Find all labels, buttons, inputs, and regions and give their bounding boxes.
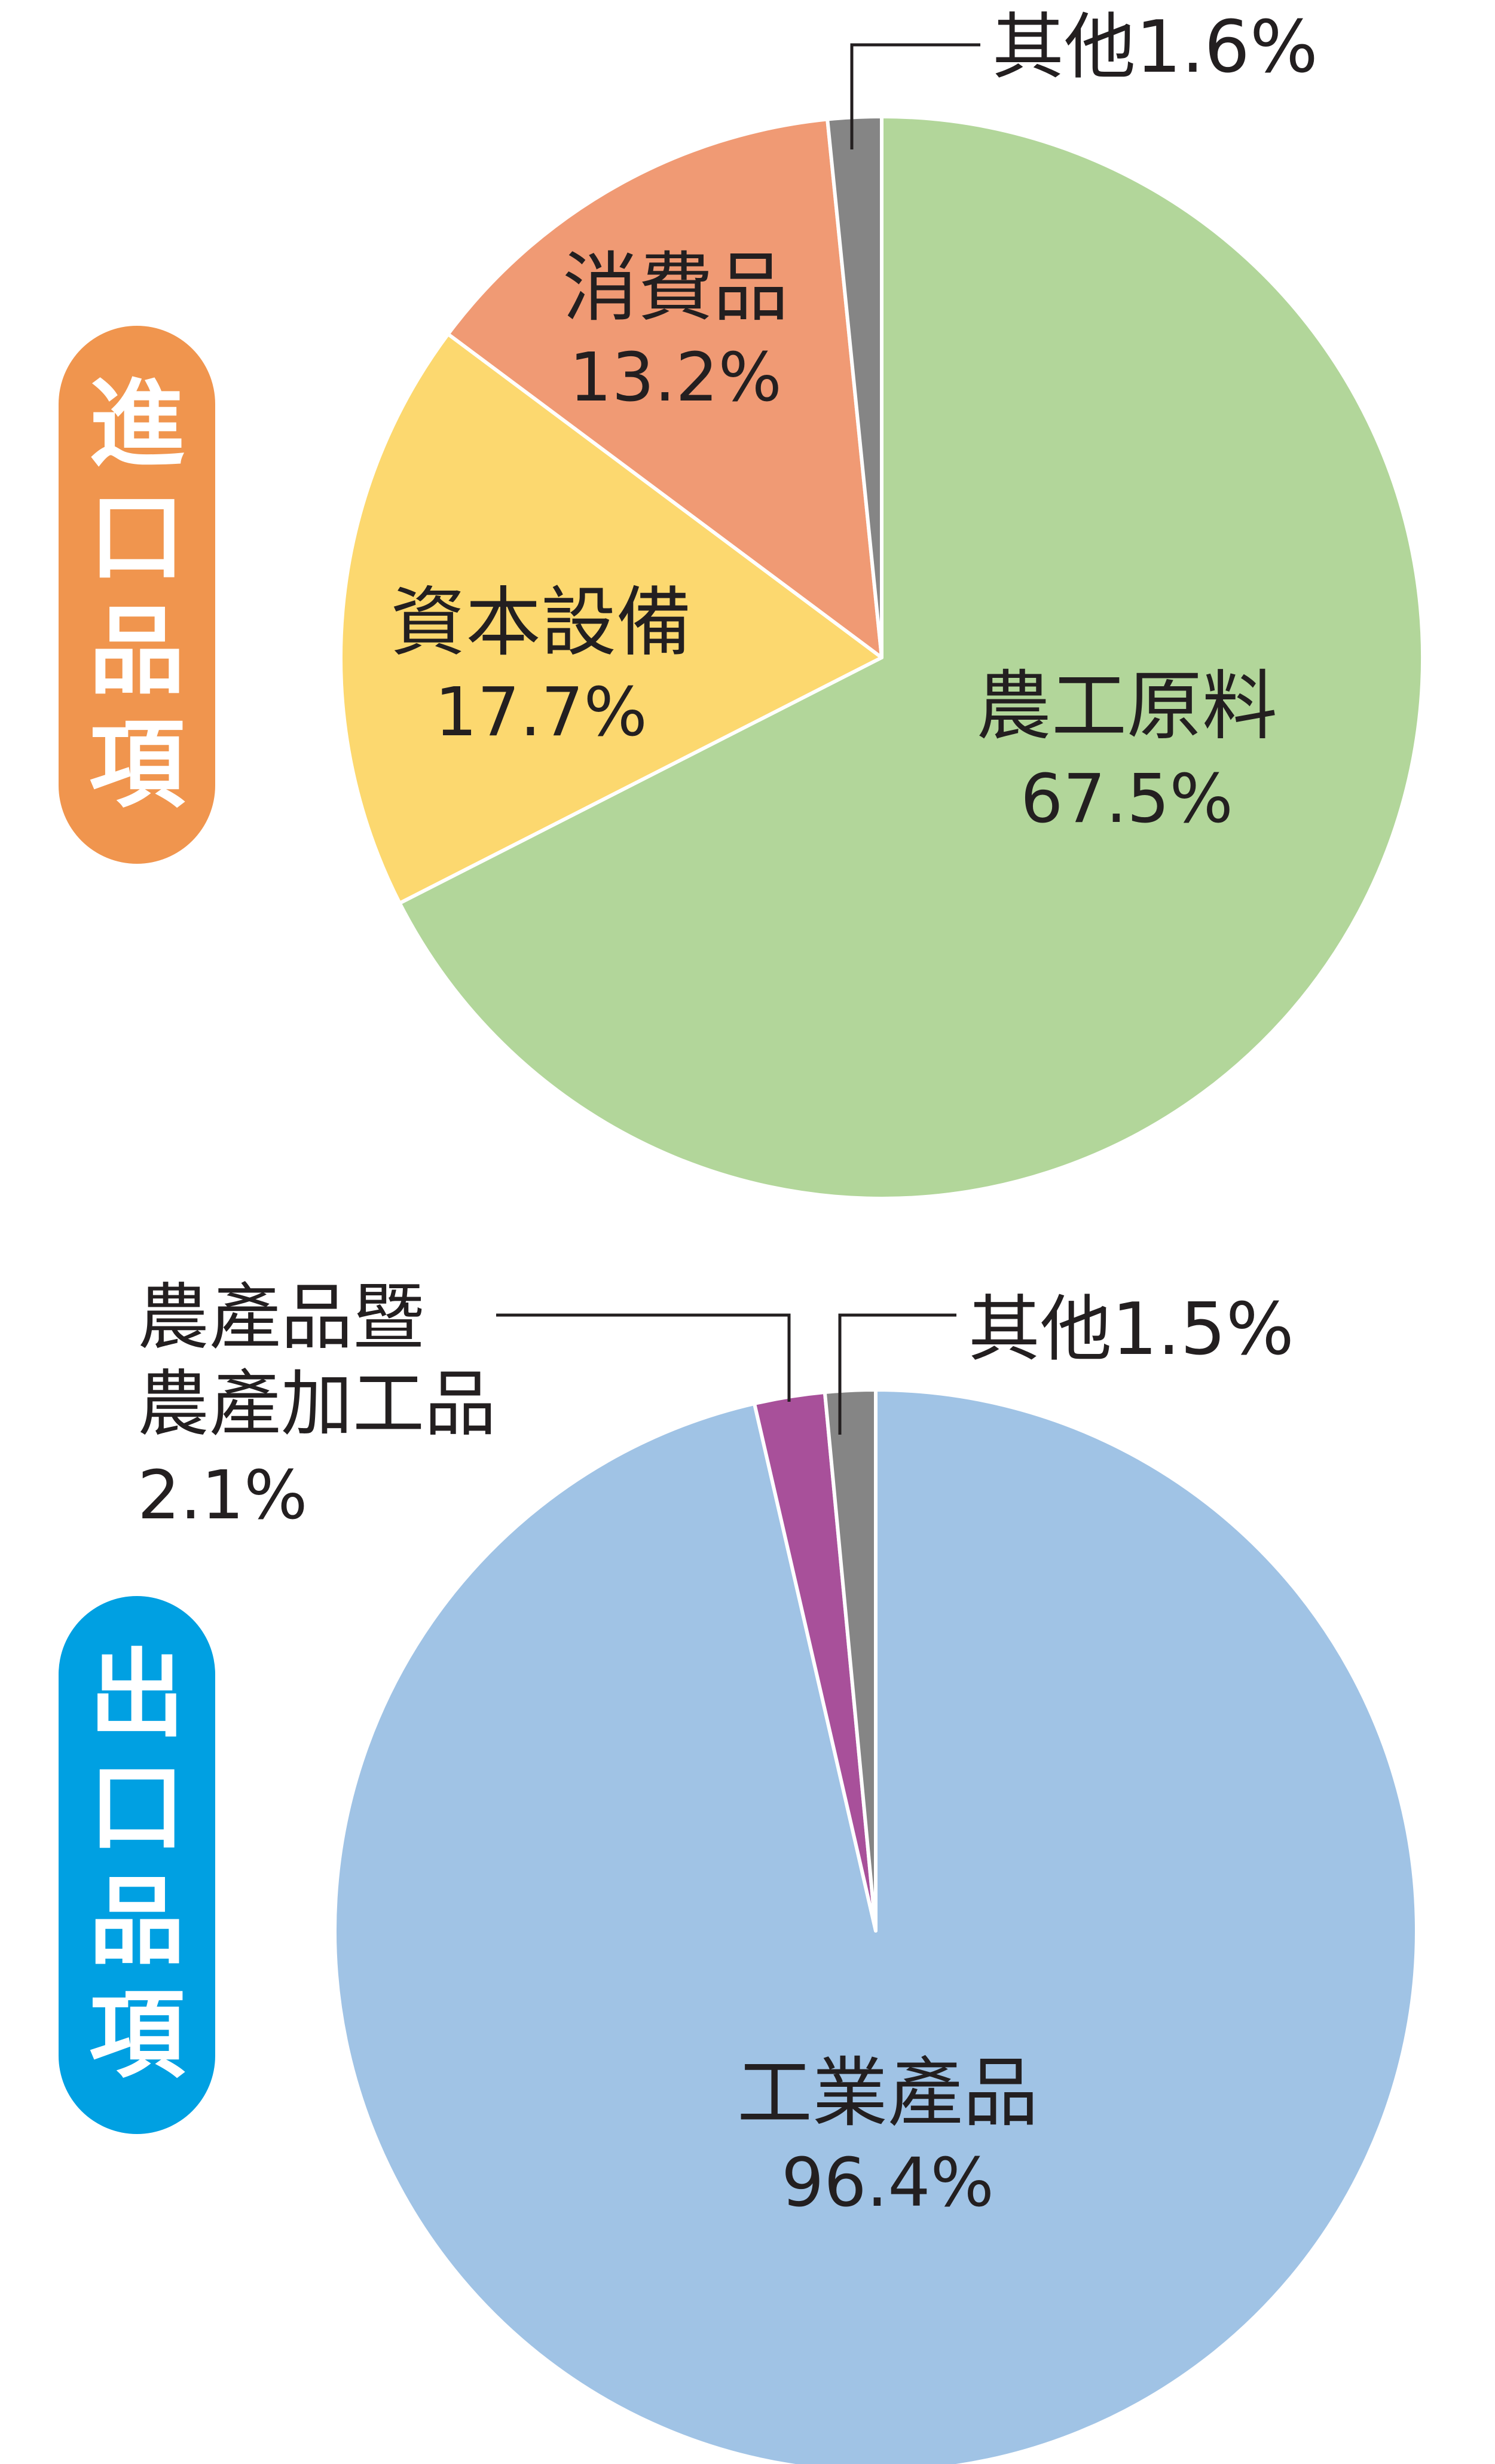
export-slice-2 xyxy=(823,1388,878,1933)
export-badge xyxy=(59,1596,215,2134)
export-label-agri-products-line1: 農產品暨 xyxy=(137,1276,424,1359)
export-badge-char-2: 品 xyxy=(89,1866,185,1977)
import-badge-char-2: 品 xyxy=(89,595,185,707)
import-badge-char-0: 進 xyxy=(89,368,185,480)
import-other-leader-line xyxy=(850,43,980,149)
export-value-agri-products: 2.1% xyxy=(137,1457,308,1534)
export-label-other: 其他1.5% xyxy=(968,1288,1294,1371)
import-label-other: 其他1.6% xyxy=(992,6,1318,89)
export-badge-char-3: 項 xyxy=(89,1979,185,2091)
import-value-agri-industrial: 67.5% xyxy=(1020,760,1233,838)
export-other-leader-line xyxy=(838,1313,956,1435)
import-label-capital-equipment: 資本設備 xyxy=(390,579,692,667)
export-pie xyxy=(333,1388,1418,2464)
import-slice-1 xyxy=(339,332,883,905)
import-value-other: 1.6% xyxy=(1136,6,1318,89)
import-label-consumer-goods: 消費品 xyxy=(562,244,788,332)
export-value-other: 1.5% xyxy=(1112,1288,1294,1371)
export-value-industrial-products: 96.4% xyxy=(781,2144,994,2222)
import-slice-0 xyxy=(398,115,1425,1200)
import-pie xyxy=(339,115,1425,1200)
export-badge-char-1: 口 xyxy=(89,1752,185,1864)
import-label-other-name: 其他 xyxy=(992,6,1136,89)
import-label-agri-industrial: 農工原料 xyxy=(976,662,1277,750)
import-badge-char-1: 口 xyxy=(89,482,185,594)
import-slice-2 xyxy=(446,117,883,659)
import-badge xyxy=(59,326,215,864)
export-label-agri-products-line2: 農產加工品 xyxy=(137,1363,496,1446)
import-value-capital-equipment: 17.7% xyxy=(435,674,647,751)
import-value-consumer-goods: 13.2% xyxy=(569,339,782,417)
export-label-other-name: 其他 xyxy=(968,1288,1112,1371)
export-label-industrial-products: 工業產品 xyxy=(737,2049,1038,2137)
export-badge-char-0: 出 xyxy=(89,1638,185,1750)
export-agri-leader-line xyxy=(496,1313,791,1402)
import-badge-char-3: 項 xyxy=(89,709,185,821)
import-slice-3 xyxy=(826,115,883,659)
